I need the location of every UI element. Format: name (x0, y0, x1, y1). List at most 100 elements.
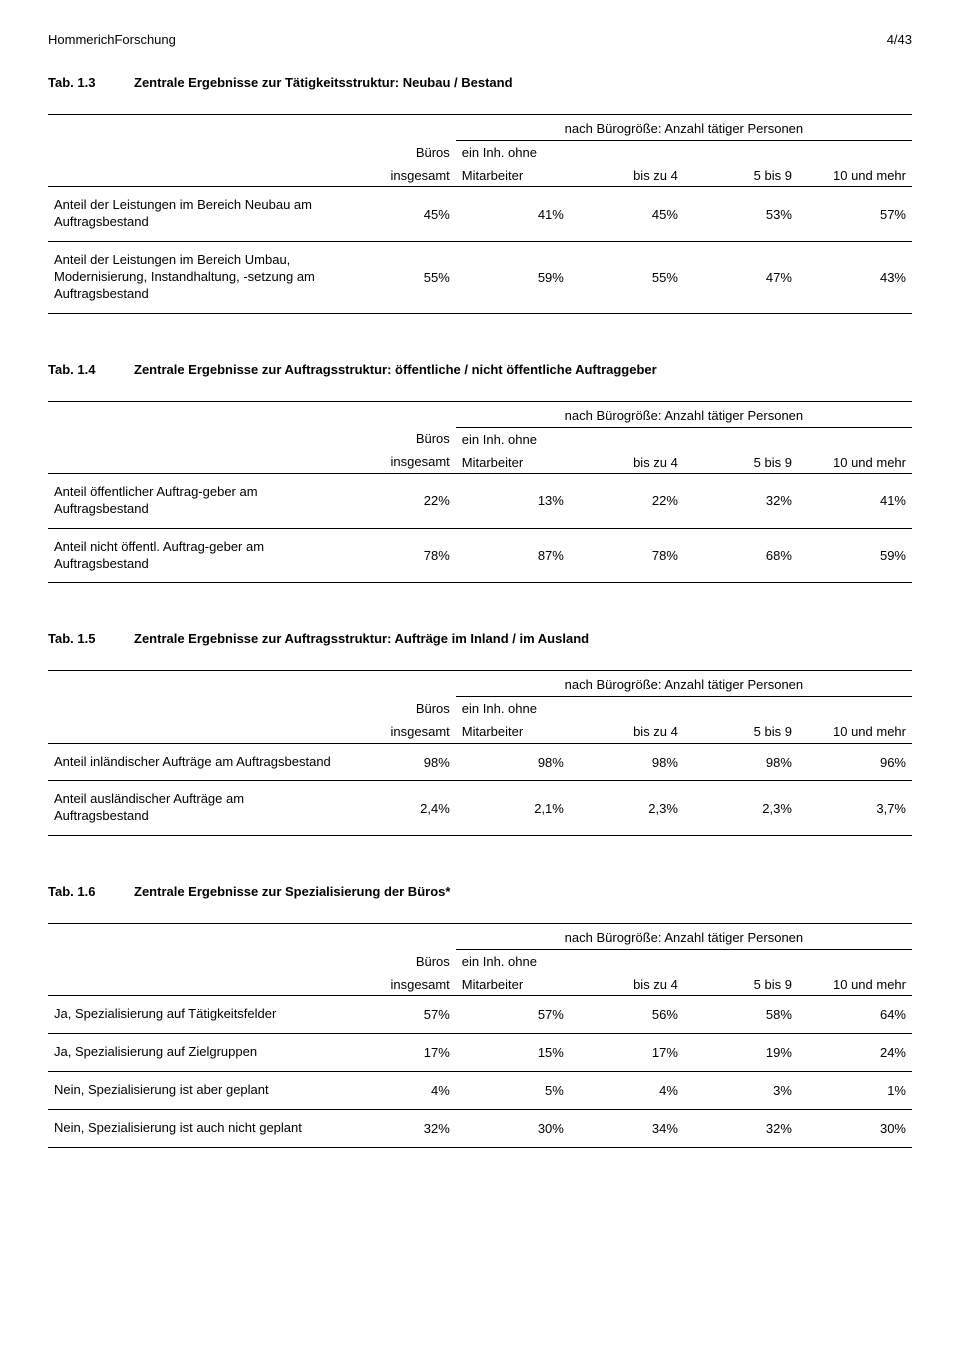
column-header: 5 bis 9 (754, 977, 792, 992)
cell: 13% (456, 473, 570, 528)
cell: 59% (798, 528, 912, 583)
table-number: Tab. 1.6 (48, 884, 134, 899)
table-number: Tab. 1.5 (48, 631, 134, 646)
column-header: insgesamt (391, 977, 450, 992)
column-header: 10 und mehr (833, 977, 906, 992)
column-header: ein Inh. ohne (462, 432, 537, 447)
column-header: bis zu 4 (633, 168, 678, 183)
table-row: Anteil inländischer Aufträge am Auftrags… (48, 743, 912, 781)
cell: 53% (684, 187, 798, 242)
cell: 58% (684, 996, 798, 1034)
data-table: nach Bürogröße: Anzahl tätiger Personen … (48, 106, 912, 314)
cell: 45% (342, 187, 456, 242)
table-row: Nein, Spezialisierung ist aber geplant 4… (48, 1072, 912, 1110)
cell: 30% (798, 1110, 912, 1148)
row-label: Nein, Spezialisierung ist auch nicht gep… (48, 1110, 342, 1148)
column-group-header: nach Bürogröße: Anzahl tätiger Personen (456, 401, 912, 427)
cell: 98% (684, 743, 798, 781)
row-label: Ja, Spezialisierung auf Tätigkeitsfelder (48, 996, 342, 1034)
cell: 32% (342, 1110, 456, 1148)
cell: 4% (570, 1072, 684, 1110)
table-1-6: Tab. 1.6 Zentrale Ergebnisse zur Spezial… (48, 884, 912, 1148)
cell: 96% (798, 743, 912, 781)
row-label: Anteil öffentlicher Auftrag-geber am Auf… (48, 473, 342, 528)
row-label: Nein, Spezialisierung ist aber geplant (48, 1072, 342, 1110)
table-1-5: Tab. 1.5 Zentrale Ergebnisse zur Auftrag… (48, 631, 912, 836)
cell: 3% (684, 1072, 798, 1110)
cell: 32% (684, 473, 798, 528)
column-header: Mitarbeiter (462, 977, 523, 992)
data-table: nach Bürogröße: Anzahl tätiger Personen … (48, 662, 912, 836)
cell: 45% (570, 187, 684, 242)
cell: 2,3% (570, 781, 684, 836)
column-header: 10 und mehr (833, 168, 906, 183)
column-header: bis zu 4 (633, 977, 678, 992)
table-row: Ja, Spezialisierung auf Zielgruppen 17% … (48, 1034, 912, 1072)
cell: 17% (570, 1034, 684, 1072)
cell: 3,7% (798, 781, 912, 836)
cell: 64% (798, 996, 912, 1034)
column-header: Mitarbeiter (462, 168, 523, 183)
column-group-header: nach Bürogröße: Anzahl tätiger Personen (456, 924, 912, 950)
table-title: Zentrale Ergebnisse zur Spezialisierung … (134, 884, 450, 899)
table-1-3: Tab. 1.3 Zentrale Ergebnisse zur Tätigke… (48, 75, 912, 314)
row-label: Anteil der Leistungen im Bereich Umbau, … (48, 241, 342, 313)
column-header: Büros (416, 431, 450, 446)
table-row: Anteil nicht öffentl. Auftrag-geber am A… (48, 528, 912, 583)
doc-source: HommerichForschung (48, 32, 176, 47)
table-row: Anteil der Leistungen im Bereich Neubau … (48, 187, 912, 242)
column-header: insgesamt (391, 454, 450, 469)
column-header: insgesamt (391, 168, 450, 183)
table-number: Tab. 1.3 (48, 75, 134, 90)
table-row: Anteil der Leistungen im Bereich Umbau, … (48, 241, 912, 313)
cell: 2,4% (342, 781, 456, 836)
cell: 57% (798, 187, 912, 242)
cell: 2,3% (684, 781, 798, 836)
cell: 4% (342, 1072, 456, 1110)
table-title: Zentrale Ergebnisse zur Auftragsstruktur… (134, 362, 657, 377)
cell: 1% (798, 1072, 912, 1110)
table-row: Anteil öffentlicher Auftrag-geber am Auf… (48, 473, 912, 528)
column-header: insgesamt (391, 724, 450, 739)
data-table: nach Bürogröße: Anzahl tätiger Personen … (48, 393, 912, 584)
column-header: ein Inh. ohne (462, 954, 537, 969)
cell: 68% (684, 528, 798, 583)
cell: 15% (456, 1034, 570, 1072)
column-group-header: nach Bürogröße: Anzahl tätiger Personen (456, 115, 912, 141)
column-header: Mitarbeiter (462, 724, 523, 739)
table-row: Ja, Spezialisierung auf Tätigkeitsfelder… (48, 996, 912, 1034)
cell: 2,1% (456, 781, 570, 836)
cell: 87% (456, 528, 570, 583)
column-header: 5 bis 9 (754, 455, 792, 470)
column-header: bis zu 4 (633, 724, 678, 739)
cell: 34% (570, 1110, 684, 1148)
table-number: Tab. 1.4 (48, 362, 134, 377)
cell: 30% (456, 1110, 570, 1148)
table-1-4: Tab. 1.4 Zentrale Ergebnisse zur Auftrag… (48, 362, 912, 584)
column-header: 5 bis 9 (754, 168, 792, 183)
table-row: Nein, Spezialisierung ist auch nicht gep… (48, 1110, 912, 1148)
cell: 55% (570, 241, 684, 313)
column-header: 10 und mehr (833, 455, 906, 470)
row-label: Anteil nicht öffentl. Auftrag-geber am A… (48, 528, 342, 583)
cell: 78% (342, 528, 456, 583)
data-table: nach Bürogröße: Anzahl tätiger Personen … (48, 915, 912, 1148)
column-header: bis zu 4 (633, 455, 678, 470)
cell: 57% (342, 996, 456, 1034)
column-header: Büros (416, 701, 450, 716)
cell: 55% (342, 241, 456, 313)
cell: 24% (798, 1034, 912, 1072)
cell: 22% (342, 473, 456, 528)
row-label: Anteil ausländischer Aufträge am Auftrag… (48, 781, 342, 836)
cell: 41% (798, 473, 912, 528)
table-title: Zentrale Ergebnisse zur Auftragsstruktur… (134, 631, 589, 646)
cell: 22% (570, 473, 684, 528)
column-header: Mitarbeiter (462, 455, 523, 470)
row-label: Anteil der Leistungen im Bereich Neubau … (48, 187, 342, 242)
cell: 57% (456, 996, 570, 1034)
cell: 19% (684, 1034, 798, 1072)
cell: 17% (342, 1034, 456, 1072)
column-header: Büros (416, 954, 450, 969)
cell: 41% (456, 187, 570, 242)
cell: 98% (456, 743, 570, 781)
